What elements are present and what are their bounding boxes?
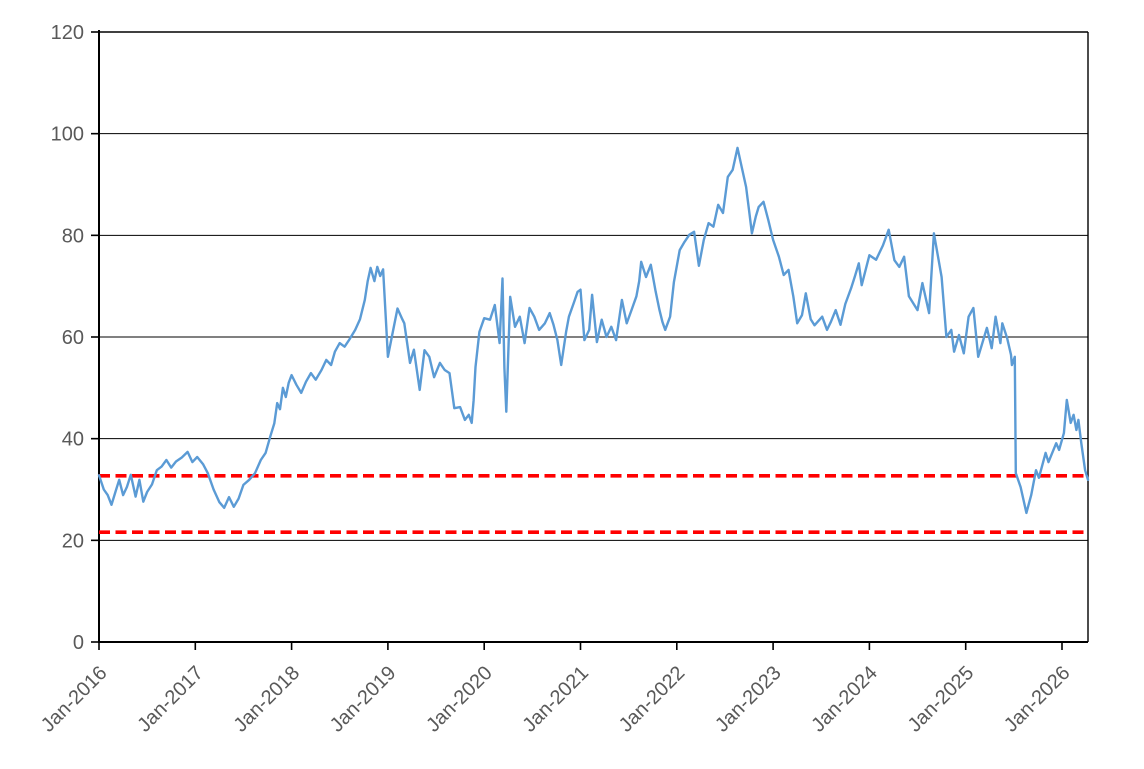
y-axis-tick-label: 20 bbox=[62, 530, 84, 552]
y-axis-tick-label: 120 bbox=[51, 22, 84, 44]
y-axis-tick-label: 0 bbox=[73, 632, 84, 654]
daily-price-series-line bbox=[97, 146, 1090, 515]
y-axis-tick-label: 80 bbox=[62, 225, 84, 247]
y-axis-tick-label: 60 bbox=[62, 327, 84, 349]
y-axis-tick-label: 40 bbox=[62, 429, 84, 451]
y-axis-tick-label: 100 bbox=[51, 124, 84, 146]
